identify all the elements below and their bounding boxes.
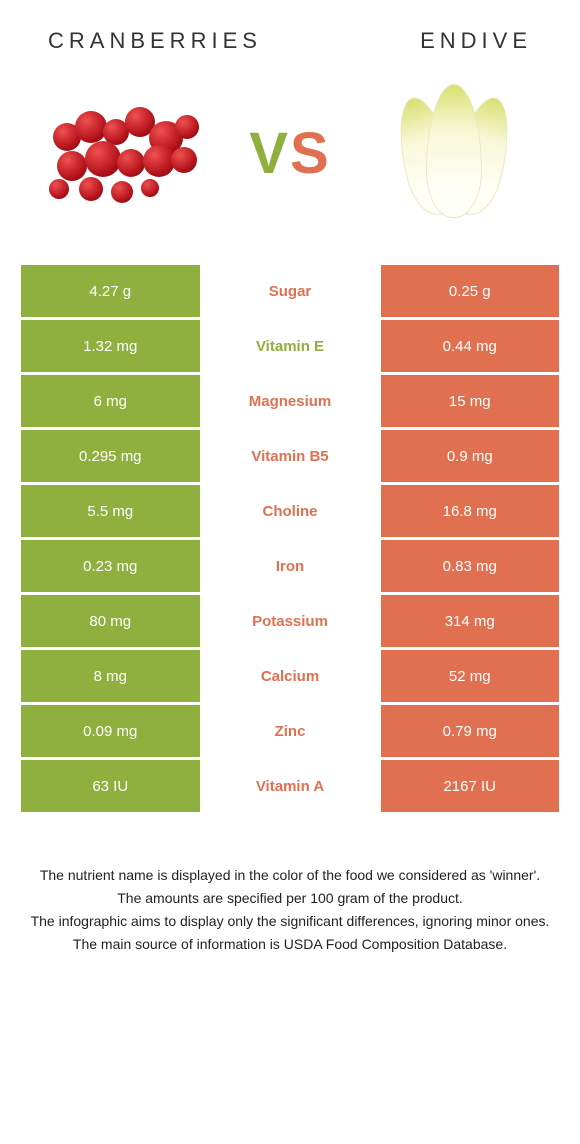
left-value: 5.5 mg xyxy=(21,485,200,537)
endive-icon xyxy=(380,78,530,228)
left-value: 0.09 mg xyxy=(21,705,200,757)
left-value: 1.32 mg xyxy=(21,320,200,372)
nutrient-table: 4.27 gSugar0.25 g1.32 mgVitamin E0.44 mg… xyxy=(20,262,560,815)
left-food-image xyxy=(40,78,210,228)
left-value: 0.295 mg xyxy=(21,430,200,482)
footnote-line: The amounts are specified per 100 gram o… xyxy=(20,888,560,909)
right-value: 0.79 mg xyxy=(381,705,560,757)
table-row: 5.5 mgCholine16.8 mg xyxy=(21,485,559,537)
nutrient-label: Iron xyxy=(201,540,380,592)
header: CRANBERRIES ENDIVE xyxy=(0,0,580,54)
table-row: 0.295 mgVitamin B50.9 mg xyxy=(21,430,559,482)
right-value: 0.9 mg xyxy=(381,430,560,482)
nutrient-label: Calcium xyxy=(201,650,380,702)
right-value: 16.8 mg xyxy=(381,485,560,537)
footnote-line: The nutrient name is displayed in the co… xyxy=(20,865,560,886)
nutrient-label: Vitamin A xyxy=(201,760,380,812)
left-value: 6 mg xyxy=(21,375,200,427)
left-food-title: CRANBERRIES xyxy=(48,28,262,54)
table-row: 80 mgPotassium314 mg xyxy=(21,595,559,647)
footnotes: The nutrient name is displayed in the co… xyxy=(0,815,580,955)
table-row: 4.27 gSugar0.25 g xyxy=(21,265,559,317)
footnote-line: The infographic aims to display only the… xyxy=(20,911,560,932)
vs-label: VS xyxy=(249,120,330,187)
right-value: 0.83 mg xyxy=(381,540,560,592)
right-value: 15 mg xyxy=(381,375,560,427)
table-row: 0.09 mgZinc0.79 mg xyxy=(21,705,559,757)
right-value: 314 mg xyxy=(381,595,560,647)
vs-s: S xyxy=(290,121,331,186)
cranberries-icon xyxy=(45,93,205,213)
left-value: 63 IU xyxy=(21,760,200,812)
right-food-image xyxy=(370,78,540,228)
table-row: 6 mgMagnesium15 mg xyxy=(21,375,559,427)
table-row: 63 IUVitamin A2167 IU xyxy=(21,760,559,812)
left-value: 4.27 g xyxy=(21,265,200,317)
nutrient-label: Magnesium xyxy=(201,375,380,427)
right-food-title: ENDIVE xyxy=(420,28,532,54)
nutrient-label: Potassium xyxy=(201,595,380,647)
nutrient-label: Sugar xyxy=(201,265,380,317)
nutrient-label: Choline xyxy=(201,485,380,537)
table-row: 1.32 mgVitamin E0.44 mg xyxy=(21,320,559,372)
table-row: 0.23 mgIron0.83 mg xyxy=(21,540,559,592)
left-value: 8 mg xyxy=(21,650,200,702)
table-row: 8 mgCalcium52 mg xyxy=(21,650,559,702)
left-value: 0.23 mg xyxy=(21,540,200,592)
right-value: 0.25 g xyxy=(381,265,560,317)
image-row: VS xyxy=(0,54,580,262)
nutrient-label: Vitamin B5 xyxy=(201,430,380,482)
right-value: 52 mg xyxy=(381,650,560,702)
footnote-line: The main source of information is USDA F… xyxy=(20,934,560,955)
right-value: 2167 IU xyxy=(381,760,560,812)
nutrient-label: Vitamin E xyxy=(201,320,380,372)
left-value: 80 mg xyxy=(21,595,200,647)
vs-v: V xyxy=(249,121,290,186)
right-value: 0.44 mg xyxy=(381,320,560,372)
nutrient-label: Zinc xyxy=(201,705,380,757)
